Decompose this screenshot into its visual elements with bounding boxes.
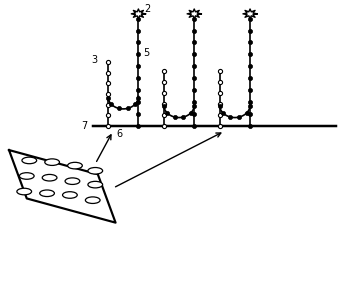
Text: 7: 7 <box>81 121 88 131</box>
Ellipse shape <box>88 181 103 188</box>
Ellipse shape <box>42 175 57 181</box>
Ellipse shape <box>65 178 80 184</box>
Text: 5: 5 <box>144 48 150 58</box>
Ellipse shape <box>17 188 32 195</box>
Text: 3: 3 <box>92 55 98 65</box>
Ellipse shape <box>40 190 54 196</box>
Ellipse shape <box>22 157 37 164</box>
Text: 6: 6 <box>117 129 123 139</box>
Ellipse shape <box>45 159 59 165</box>
Ellipse shape <box>68 162 82 169</box>
Ellipse shape <box>19 173 34 179</box>
Text: 2: 2 <box>145 4 151 14</box>
Ellipse shape <box>88 168 103 174</box>
Ellipse shape <box>63 192 77 198</box>
Ellipse shape <box>85 197 100 203</box>
